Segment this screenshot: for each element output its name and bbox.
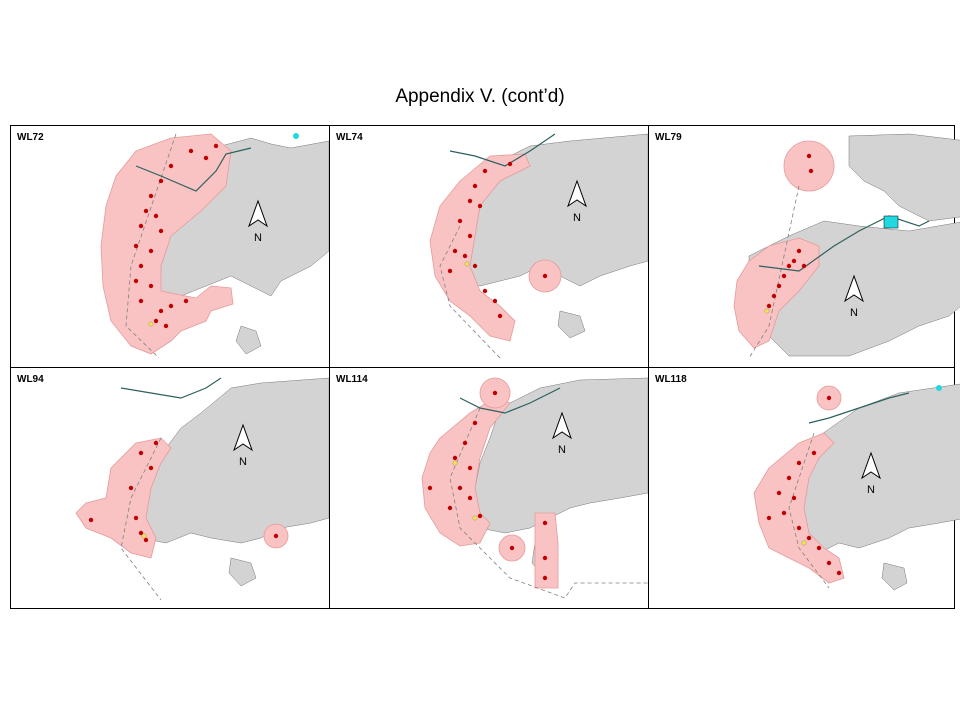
- boundary-line: [125, 133, 177, 359]
- panel-divider: [11, 367, 954, 368]
- map-panel-wl118: WL118 N: [649, 368, 960, 610]
- north-label: N: [254, 232, 262, 244]
- north-label: N: [558, 444, 566, 456]
- island: [235, 325, 262, 355]
- north-label: N: [850, 307, 858, 319]
- panel-label: WL118: [655, 374, 687, 385]
- location-point-alt: [464, 261, 470, 267]
- boundary-line: [449, 407, 648, 599]
- water-body: [936, 385, 942, 391]
- location-point-alt: [141, 533, 147, 539]
- boundary-line: [120, 437, 162, 601]
- home-range-area: [733, 237, 820, 349]
- home-range-area: [534, 512, 559, 589]
- location-points: [447, 161, 548, 319]
- home-range-area: [783, 140, 835, 192]
- map-panel-wl79: WL79 N: [649, 126, 960, 368]
- location-points: [427, 390, 548, 581]
- home-range-area: [753, 432, 845, 584]
- north-label: N: [573, 212, 581, 224]
- north-arrow-icon: [552, 411, 572, 440]
- panel-label: WL94: [17, 374, 44, 385]
- panel-label: WL74: [336, 132, 363, 143]
- location-points: [766, 395, 842, 576]
- boundary-line: [439, 225, 501, 359]
- north-arrow-icon: [567, 179, 587, 208]
- map-panel-grid: WL72 N WL74: [10, 125, 960, 610]
- water-body: [293, 133, 299, 139]
- north-arrow-icon: [844, 274, 864, 303]
- boundary-line: [788, 432, 830, 589]
- land-mass: [848, 133, 960, 222]
- north-arrow-icon: [248, 199, 268, 228]
- water-body: [883, 215, 899, 229]
- location-point-alt: [472, 515, 478, 521]
- location-point-alt: [452, 460, 458, 466]
- road-line: [120, 377, 222, 399]
- road-line: [135, 147, 252, 192]
- road-line: [459, 387, 561, 414]
- location-point-alt: [148, 321, 154, 327]
- road-line: [808, 392, 910, 424]
- home-range-area: [429, 153, 531, 342]
- north-label: N: [867, 484, 875, 496]
- panel-label: WL114: [336, 374, 368, 385]
- location-points: [88, 440, 279, 543]
- home-range-area: [75, 437, 172, 559]
- road-line: [449, 133, 556, 167]
- map-panel-wl114: WL114 N: [330, 368, 648, 610]
- location-point-alt: [764, 308, 770, 314]
- island: [881, 562, 908, 591]
- boundary-line: [748, 185, 800, 359]
- panel-label: WL72: [17, 132, 44, 143]
- home-range-area: [100, 133, 234, 355]
- map-panel-wl94: WL94 N: [11, 368, 329, 610]
- north-arrow-icon: [233, 423, 253, 452]
- island: [557, 310, 586, 339]
- location-point-alt: [801, 540, 807, 546]
- island: [228, 557, 257, 587]
- panel-label: WL79: [655, 132, 682, 143]
- north-arrow-icon: [861, 451, 881, 480]
- location-points: [133, 143, 219, 329]
- north-label: N: [239, 456, 247, 468]
- figure-title: Appendix V. (cont’d): [395, 86, 565, 107]
- land-mass: [135, 377, 329, 544]
- map-panel-wl74: WL74 N: [330, 126, 648, 368]
- location-points: [766, 153, 814, 309]
- road-line: [758, 215, 930, 272]
- map-panel-wl72: WL72 N: [11, 126, 329, 368]
